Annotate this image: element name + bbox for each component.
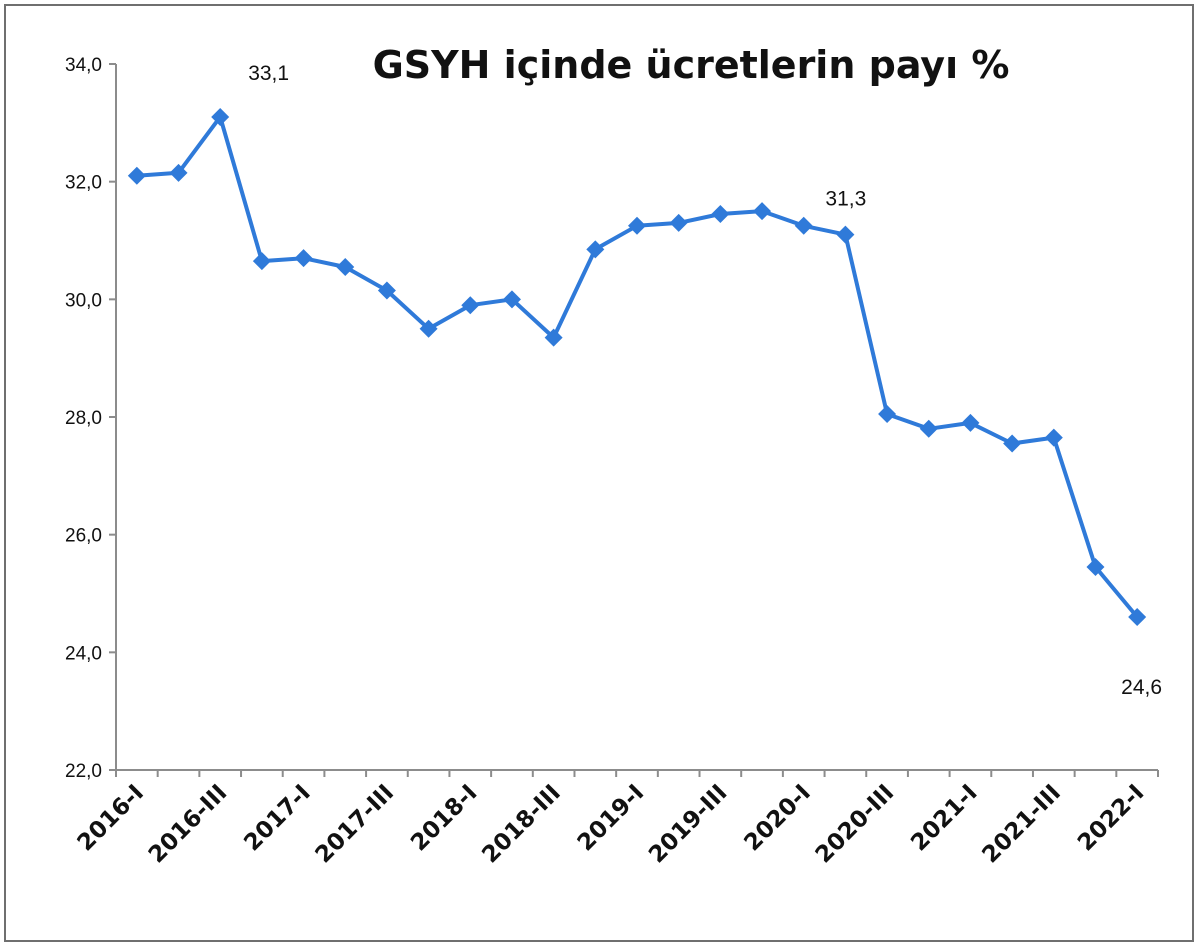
x-tick-label: 2021-I	[906, 780, 982, 856]
data-label: 33,1	[248, 62, 289, 85]
data-point-marker	[878, 405, 897, 424]
x-tick-label: 2018-I	[406, 780, 482, 856]
data-point-marker	[1128, 608, 1147, 627]
line-chart: GSYH içinde ücretlerin payı % 22,0 24,0 26…	[65, 43, 1162, 869]
y-tick-label: 34,0	[65, 55, 102, 76]
data-point-marker	[461, 296, 480, 315]
data-point-marker	[211, 107, 230, 126]
data-point-marker	[711, 205, 730, 224]
x-tick-label: 2019-III	[644, 780, 733, 869]
x-tick-label: 2020-I	[740, 780, 816, 856]
x-tick-label: 2020-III	[811, 780, 900, 869]
y-tick-label: 24,0	[65, 643, 102, 664]
data-point-marker	[836, 225, 855, 244]
y-tick-label: 28,0	[65, 408, 102, 429]
x-tick-label: 2017-I	[239, 780, 315, 856]
data-label: 31,3	[825, 188, 866, 211]
data-point-marker	[794, 216, 813, 235]
series-layer	[127, 107, 1147, 627]
data-point-marker	[586, 240, 605, 259]
data-point-marker	[961, 413, 980, 432]
data-point-marker	[544, 328, 563, 347]
data-labels: 33,1 31,3 24,6	[248, 62, 1162, 699]
x-tick-label: 2019-I	[573, 780, 649, 856]
y-tick-label: 32,0	[65, 173, 102, 194]
data-point-marker	[169, 163, 188, 182]
y-tick-label: 22,0	[65, 761, 102, 782]
x-tick-label: 2018-III	[477, 780, 566, 869]
y-tick-label: 26,0	[65, 526, 102, 547]
chart-frame: GSYH içinde ücretlerin payı % 22,0 24,0 26…	[4, 4, 1194, 942]
x-tick-label: 2017-III	[311, 780, 400, 869]
data-point-marker	[502, 290, 521, 309]
data-point-marker	[127, 166, 146, 185]
series-line	[136, 114, 1139, 619]
data-label: 24,6	[1121, 676, 1162, 699]
data-point-marker	[1086, 558, 1105, 577]
axes	[115, 64, 1158, 771]
data-point-marker	[669, 213, 688, 232]
x-tick-label: 2021-III	[977, 780, 1066, 869]
data-point-marker	[628, 216, 646, 235]
data-point-marker	[919, 419, 938, 438]
data-point-marker	[1044, 428, 1063, 447]
y-tick-label: 30,0	[65, 290, 102, 311]
x-tick-label: 2016-III	[144, 780, 233, 869]
chart-title: GSYH içinde ücretlerin payı %	[373, 43, 1010, 87]
x-tick-label: 2022-I	[1073, 780, 1149, 856]
data-point-marker	[252, 252, 271, 271]
data-point-marker	[1003, 434, 1022, 453]
data-point-marker	[294, 249, 313, 268]
x-tick-label: 2016-I	[73, 780, 149, 856]
data-point-marker	[753, 202, 772, 221]
data-point-marker	[419, 319, 438, 338]
data-point-marker	[336, 257, 355, 276]
data-point-marker	[377, 281, 396, 300]
y-axis-ticks: 22,0 24,0 26,0 28,0 30,0 32,0 34,0	[65, 55, 116, 782]
